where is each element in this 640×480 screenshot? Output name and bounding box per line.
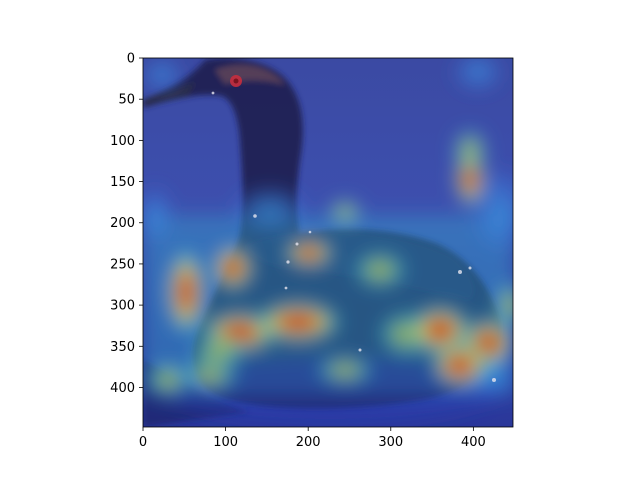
x-axis: 0 100 200 300 400 bbox=[139, 427, 486, 450]
y-tick-label: 200 bbox=[110, 216, 135, 231]
y-axis: 0 50 100 150 200 250 300 350 400 bbox=[110, 52, 143, 396]
y-tick-label: 400 bbox=[110, 381, 135, 396]
water-sparkles bbox=[211, 91, 496, 382]
heatmap-image bbox=[143, 58, 513, 427]
x-tick-label: 100 bbox=[213, 435, 238, 450]
y-tick-label: 100 bbox=[110, 134, 135, 149]
x-tick-label: 400 bbox=[461, 435, 486, 450]
x-tick-label: 200 bbox=[296, 435, 321, 450]
y-tick-label: 350 bbox=[110, 340, 135, 355]
y-tick-label: 250 bbox=[110, 257, 135, 272]
y-tick-label: 0 bbox=[127, 52, 135, 67]
y-tick-label: 50 bbox=[118, 93, 135, 108]
heat-overlay bbox=[143, 58, 513, 425]
y-tick-label: 300 bbox=[110, 299, 135, 314]
x-tick-label: 0 bbox=[139, 435, 147, 450]
x-tick-label: 300 bbox=[378, 435, 403, 450]
plot-frame bbox=[142, 57, 514, 428]
y-tick-label: 150 bbox=[110, 175, 135, 190]
